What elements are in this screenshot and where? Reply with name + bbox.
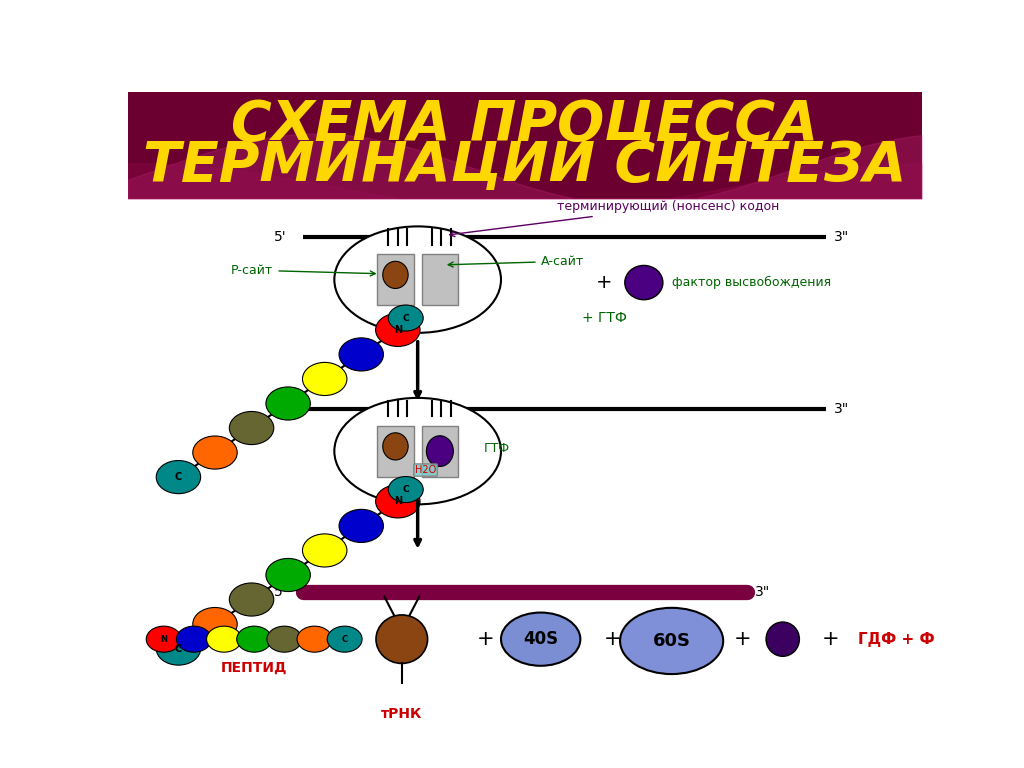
Circle shape	[328, 626, 362, 652]
Ellipse shape	[426, 435, 454, 466]
Ellipse shape	[334, 227, 501, 333]
Circle shape	[266, 558, 310, 591]
Circle shape	[297, 626, 332, 652]
Text: 3": 3"	[755, 585, 770, 599]
Circle shape	[176, 626, 211, 652]
Ellipse shape	[383, 433, 409, 460]
Circle shape	[302, 362, 347, 396]
Circle shape	[388, 476, 423, 502]
Text: тРНК: тРНК	[381, 707, 423, 721]
Ellipse shape	[625, 266, 663, 300]
Text: C: C	[402, 313, 409, 323]
Circle shape	[229, 412, 273, 445]
Text: N: N	[160, 634, 167, 644]
Ellipse shape	[766, 622, 800, 657]
Text: ПЕПТИД: ПЕПТИД	[221, 660, 288, 674]
Text: + ГТФ: + ГТФ	[582, 311, 627, 325]
Ellipse shape	[621, 607, 723, 674]
Text: C: C	[342, 634, 348, 644]
Circle shape	[157, 461, 201, 494]
Text: 40S: 40S	[523, 631, 558, 648]
Circle shape	[267, 626, 302, 652]
Text: 5': 5'	[274, 230, 287, 244]
FancyBboxPatch shape	[377, 425, 414, 476]
Circle shape	[229, 583, 273, 616]
Text: C: C	[175, 644, 182, 654]
Circle shape	[146, 626, 181, 652]
Circle shape	[376, 313, 420, 346]
Circle shape	[207, 626, 242, 652]
Text: терминирующий (нонсенс) кодон: терминирующий (нонсенс) кодон	[450, 200, 779, 237]
Text: C: C	[175, 472, 182, 482]
Ellipse shape	[376, 615, 428, 664]
Text: 5': 5'	[274, 585, 287, 599]
Circle shape	[388, 305, 423, 331]
Circle shape	[193, 607, 238, 641]
Text: N: N	[394, 325, 401, 335]
Text: 3": 3"	[835, 402, 850, 415]
Text: +: +	[476, 629, 494, 649]
FancyBboxPatch shape	[422, 425, 458, 476]
Text: А-сайт: А-сайт	[449, 255, 584, 268]
Text: +: +	[596, 273, 612, 292]
Text: +: +	[821, 629, 839, 649]
Circle shape	[376, 485, 420, 518]
Text: 60S: 60S	[652, 632, 690, 650]
Text: 5': 5'	[274, 402, 287, 415]
FancyBboxPatch shape	[422, 254, 458, 305]
Text: +: +	[338, 629, 355, 649]
Text: C: C	[402, 485, 409, 494]
Circle shape	[339, 509, 383, 542]
Text: фактор высвобождения: фактор высвобождения	[672, 276, 830, 289]
Circle shape	[237, 626, 271, 652]
FancyBboxPatch shape	[377, 254, 414, 305]
Circle shape	[302, 534, 347, 567]
Ellipse shape	[383, 261, 409, 289]
Text: ГТФ: ГТФ	[483, 442, 510, 455]
Text: СХЕМА ПРОЦЕССА: СХЕМА ПРОЦЕССА	[231, 98, 818, 152]
Circle shape	[266, 387, 310, 420]
Text: 3": 3"	[835, 230, 850, 244]
Text: +: +	[734, 629, 752, 649]
Circle shape	[193, 436, 238, 469]
Circle shape	[339, 338, 383, 371]
Ellipse shape	[501, 613, 581, 666]
Text: ГДФ + Ф: ГДФ + Ф	[858, 631, 935, 647]
Text: N: N	[394, 496, 401, 506]
Polygon shape	[128, 92, 922, 199]
Text: Р-сайт: Р-сайт	[231, 263, 375, 276]
Text: H2O: H2O	[415, 465, 436, 475]
Ellipse shape	[334, 398, 501, 505]
Text: +: +	[603, 629, 621, 649]
Circle shape	[157, 632, 201, 665]
Text: ТЕРМИНАЦИИ СИНТЕЗА: ТЕРМИНАЦИИ СИНТЕЗА	[143, 139, 906, 193]
